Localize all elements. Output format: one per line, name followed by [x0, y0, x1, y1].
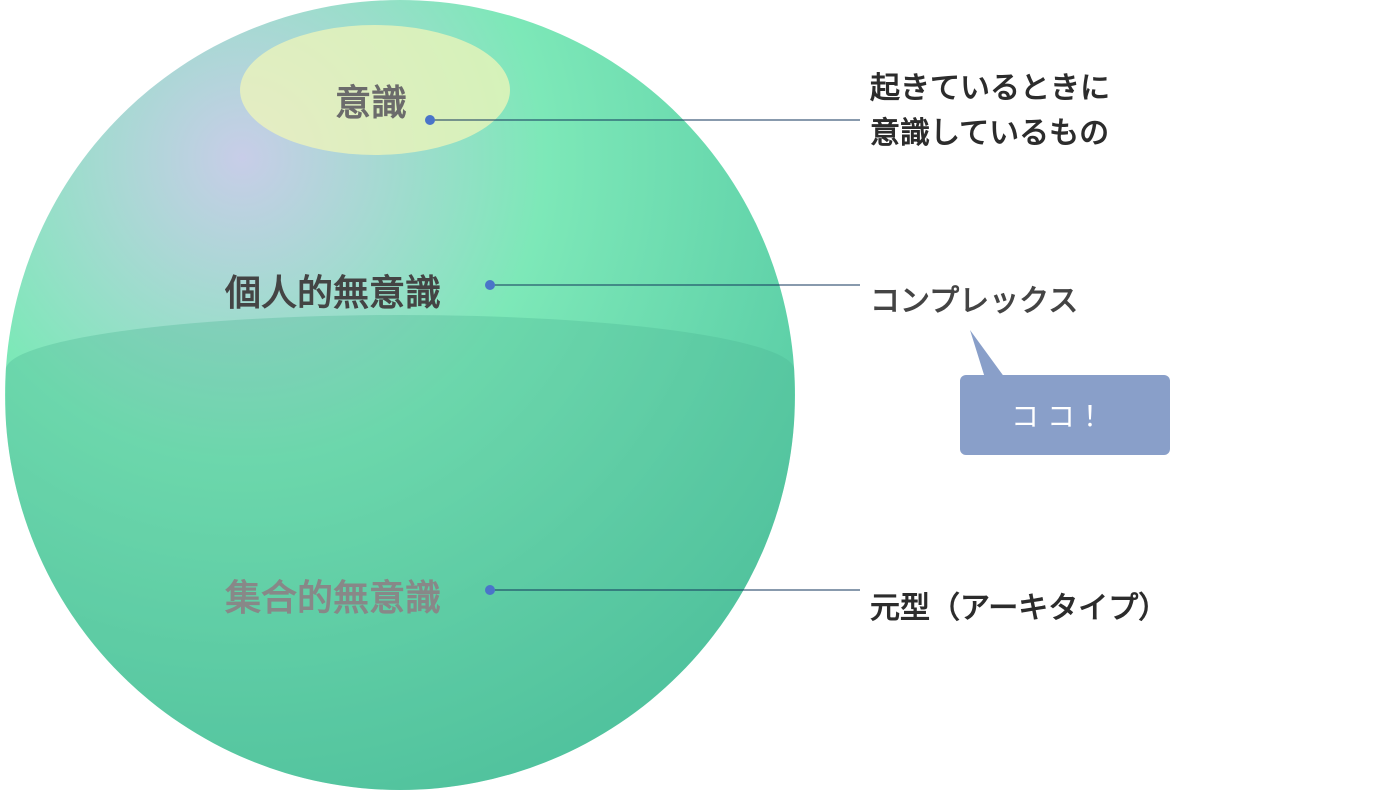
callout-bubble: ココ！	[960, 375, 1170, 455]
callout-tail	[970, 330, 1005, 378]
collective-unconscious-description: 元型（アーキタイプ）	[870, 586, 1168, 631]
consciousness-description: 起きているときに 意識しているもの	[870, 66, 1110, 156]
consciousness-desc-line2: 意識しているもの	[870, 111, 1110, 156]
collective-unconscious-label: 集合的無意識	[225, 569, 441, 621]
collective-unconscious-region	[6, 315, 794, 792]
consciousness-label: 意識	[335, 74, 407, 126]
personal-unconscious-label: 個人的無意識	[225, 264, 441, 316]
diagram-canvas	[0, 0, 1388, 792]
personal-unconscious-description: コンプレックス	[870, 279, 1078, 324]
consciousness-desc-line1: 起きているときに	[870, 66, 1110, 111]
